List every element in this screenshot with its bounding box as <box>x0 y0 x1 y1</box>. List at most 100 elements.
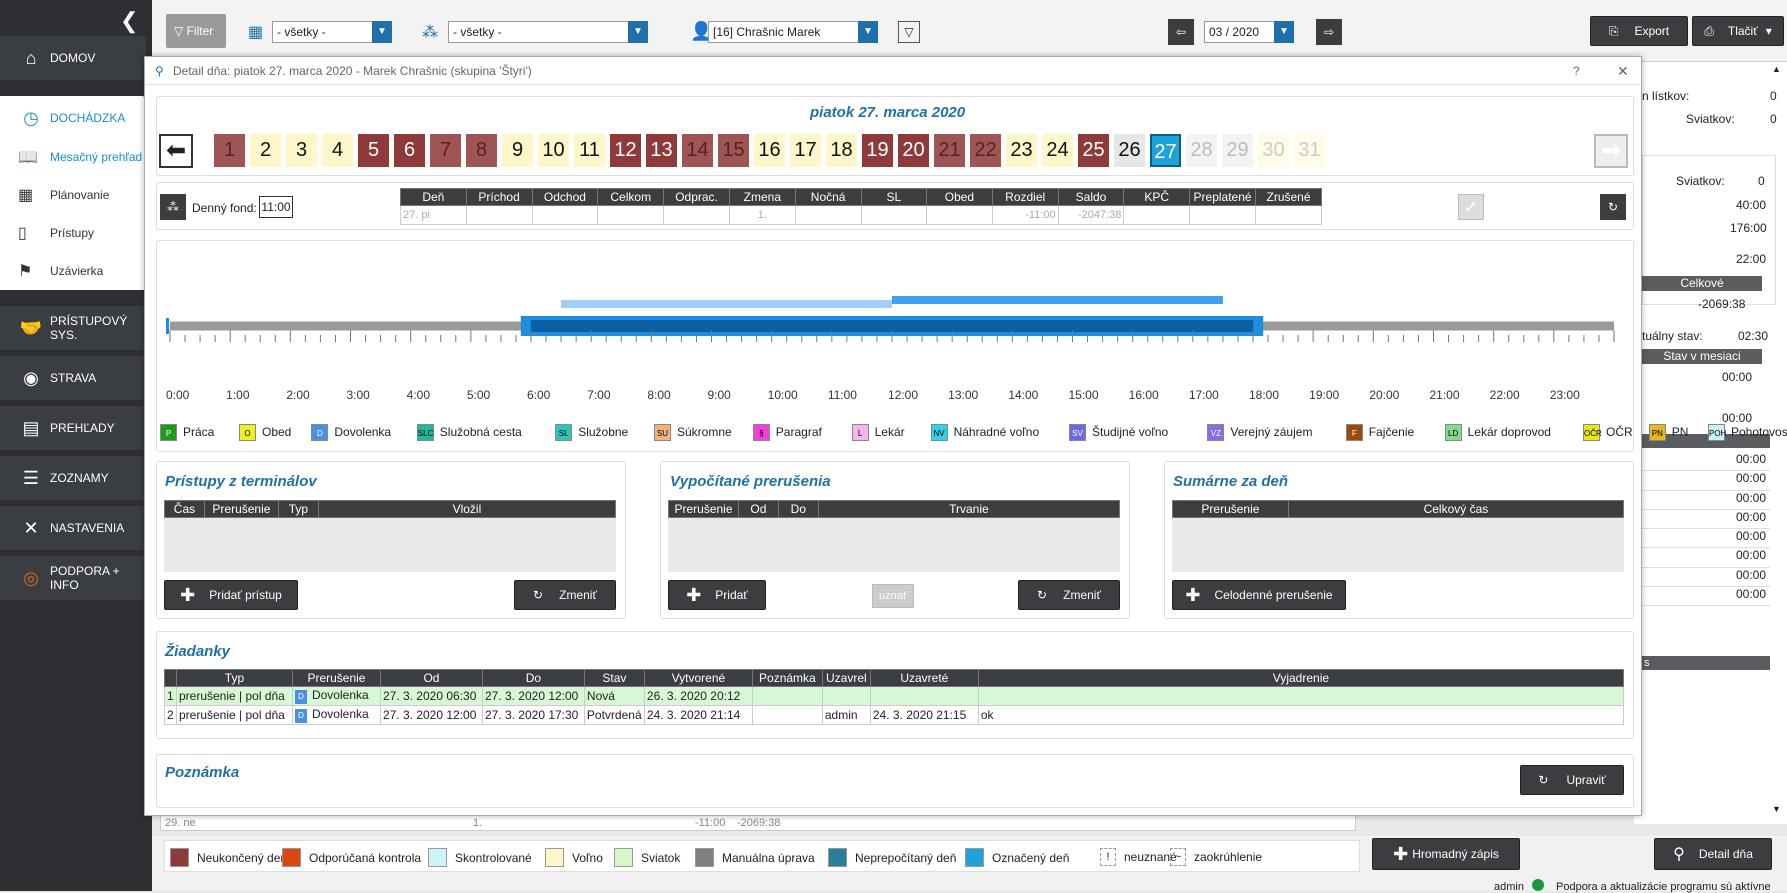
day-26[interactable]: 26 <box>1114 134 1145 167</box>
column-header[interactable]: Trvanie <box>817 500 1121 518</box>
request-row[interactable]: 2 prerušenie | pol dňa D Dovolenka 27. 3. 20… <box>164 705 1625 725</box>
person-filter-button[interactable]: ▽ <box>898 21 920 43</box>
day-7[interactable]: 7 <box>430 134 461 167</box>
day-9[interactable]: 9 <box>502 134 533 167</box>
sub-mesacny[interactable]: 📖 Mesačný prehľad <box>0 138 146 176</box>
day-24[interactable]: 24 <box>1042 134 1073 167</box>
day-19[interactable]: 19 <box>862 134 893 167</box>
help-button[interactable]: ? <box>1573 64 1580 78</box>
column-header[interactable]: Typ <box>175 669 293 687</box>
export-button[interactable]: ⎘ Export <box>1590 16 1688 46</box>
day-14[interactable]: 14 <box>682 134 713 167</box>
day-22[interactable]: 22 <box>970 134 1001 167</box>
day-18[interactable]: 18 <box>826 134 857 167</box>
day-30[interactable]: 30 <box>1258 134 1289 167</box>
column-header[interactable]: Vložil <box>317 500 617 518</box>
column-header[interactable]: Typ <box>277 500 319 518</box>
add-access-button[interactable]: ✚ Pridať prístup <box>164 580 298 610</box>
person-select[interactable]: [16] Chrašnic Marek ▼ <box>708 21 878 43</box>
day-4[interactable]: 4 <box>322 134 353 167</box>
org-select[interactable]: - všetky - ▼ <box>272 21 392 43</box>
bulk-entry-button[interactable]: ✚ Hromadný zápis <box>1372 838 1520 870</box>
column-header[interactable]: Uzavreté <box>869 669 979 687</box>
day-12[interactable]: 12 <box>610 134 641 167</box>
column-header[interactable]: Vytvorené <box>643 669 753 687</box>
filter-button[interactable]: ▽ Filter <box>166 14 226 48</box>
day-25[interactable]: 25 <box>1078 134 1109 167</box>
column-header[interactable]: Prerušenie <box>291 669 381 687</box>
add-break-button[interactable]: ✚ Pridať <box>668 580 766 610</box>
tick-label: 13:00 <box>948 388 979 402</box>
column-header[interactable]: Vyjadrenie <box>977 669 1625 687</box>
day-2[interactable]: 2 <box>250 134 281 167</box>
sub-pristupy[interactable]: ▯ Prístupy <box>0 214 146 252</box>
day-1[interactable]: 1 <box>214 134 245 167</box>
column-header[interactable]: Prerušenie <box>203 500 279 518</box>
nav-domov[interactable]: ⌂ DOMOV <box>0 36 146 80</box>
day-21[interactable]: 21 <box>934 134 965 167</box>
day-31[interactable]: 31 <box>1294 134 1325 167</box>
change-break-button[interactable]: ↻ Zmeniť <box>1018 580 1120 610</box>
day-6[interactable]: 6 <box>394 134 425 167</box>
column-header[interactable]: Poznámka <box>751 669 823 687</box>
confirm-button[interactable]: ✓ <box>1458 194 1484 220</box>
nav-strava[interactable]: ◉ STRAVA <box>0 356 146 400</box>
fund-input[interactable]: 11:00 <box>259 196 293 218</box>
column-header[interactable]: Prerušenie <box>1172 500 1289 518</box>
day-27[interactable]: 27 <box>1150 134 1181 167</box>
full-day-break-button[interactable]: ✚ Celodenné prerušenie <box>1172 580 1346 610</box>
day-29[interactable]: 29 <box>1222 134 1253 167</box>
day-23[interactable]: 23 <box>1006 134 1037 167</box>
month-select[interactable]: 03 / 2020 ▼ <box>1204 21 1294 43</box>
day-3[interactable]: 3 <box>286 134 317 167</box>
day-10[interactable]: 10 <box>538 134 569 167</box>
column-header[interactable]: Do <box>777 500 819 518</box>
prev-month-button[interactable]: ⇦ <box>1168 19 1194 45</box>
collapse-sidebar-icon[interactable]: ❮ <box>120 8 139 33</box>
legend-label: Neprepočítaný deň <box>855 850 957 865</box>
group-select[interactable]: - všetky - ▼ <box>448 21 648 43</box>
nav-podpora[interactable]: ◎ PODPORA + INFO <box>0 556 146 600</box>
day-16[interactable]: 16 <box>754 134 785 167</box>
nav-nastavenia[interactable]: ✕ NASTAVENIA <box>0 506 146 550</box>
column-header[interactable]: Prerušenie <box>668 500 739 518</box>
day-5[interactable]: 5 <box>358 134 389 167</box>
column-header[interactable]: Uzavrel <box>821 669 871 687</box>
next-month-button[interactable]: ⇨ <box>1316 19 1342 45</box>
scroll-down-icon[interactable]: ▼ <box>1772 804 1781 814</box>
day-13[interactable]: 13 <box>646 134 677 167</box>
next-day-button[interactable]: ➡ <box>1594 134 1628 168</box>
column-header[interactable]: Od <box>379 669 483 687</box>
day-20[interactable]: 20 <box>898 134 929 167</box>
column-header[interactable]: Čas <box>164 500 205 518</box>
refresh-button[interactable]: ↻ <box>1600 194 1626 220</box>
sub-uzavierka[interactable]: ⚑ Uzávierka <box>0 252 146 290</box>
edit-note-button[interactable]: ↻ Upraviť <box>1520 765 1624 795</box>
day-28[interactable]: 28 <box>1186 134 1217 167</box>
accept-button[interactable]: uznať <box>872 584 914 608</box>
scroll-up-icon[interactable]: ▲ <box>1772 64 1781 74</box>
print-button[interactable]: ⎙ Tlačiť ▾ <box>1692 16 1784 46</box>
column-header[interactable] <box>164 669 177 687</box>
day-17[interactable]: 17 <box>790 134 821 167</box>
column-header[interactable]: Do <box>481 669 585 687</box>
column-header[interactable]: Od <box>737 500 779 518</box>
day-8[interactable]: 8 <box>466 134 497 167</box>
change-access-button[interactable]: ↻ Zmeniť <box>514 580 616 610</box>
nav-prehlady[interactable]: ▤ PREHĽADY <box>0 406 146 450</box>
day-11[interactable]: 11 <box>574 134 605 167</box>
close-button[interactable]: ✕ <box>1617 63 1629 79</box>
sum-table-body <box>1172 518 1624 572</box>
legend-swatch <box>170 848 189 867</box>
column-header[interactable]: Celkový čas <box>1287 500 1625 518</box>
nav-pristupovy[interactable]: 🤝 PRÍSTUPOVÝ SYS. <box>0 306 146 350</box>
day-detail-button[interactable]: ⚲ Detail dňa <box>1654 838 1772 870</box>
fund-icon-button[interactable]: ⁂ <box>160 194 186 220</box>
sub-planovanie[interactable]: ▦ Plánovanie <box>0 176 146 214</box>
nav-zoznamy[interactable]: ☰ ZOZNAMY <box>0 456 146 500</box>
nav-dochadzka[interactable]: ◷ DOCHÁDZKA <box>0 96 146 140</box>
request-row[interactable]: 1 prerušenie | pol dňa D Dovolenka 27. 3. 20… <box>164 686 1625 706</box>
prev-day-button[interactable]: ⬅ <box>159 134 193 168</box>
column-header[interactable]: Stav <box>583 669 645 687</box>
day-15[interactable]: 15 <box>718 134 749 167</box>
